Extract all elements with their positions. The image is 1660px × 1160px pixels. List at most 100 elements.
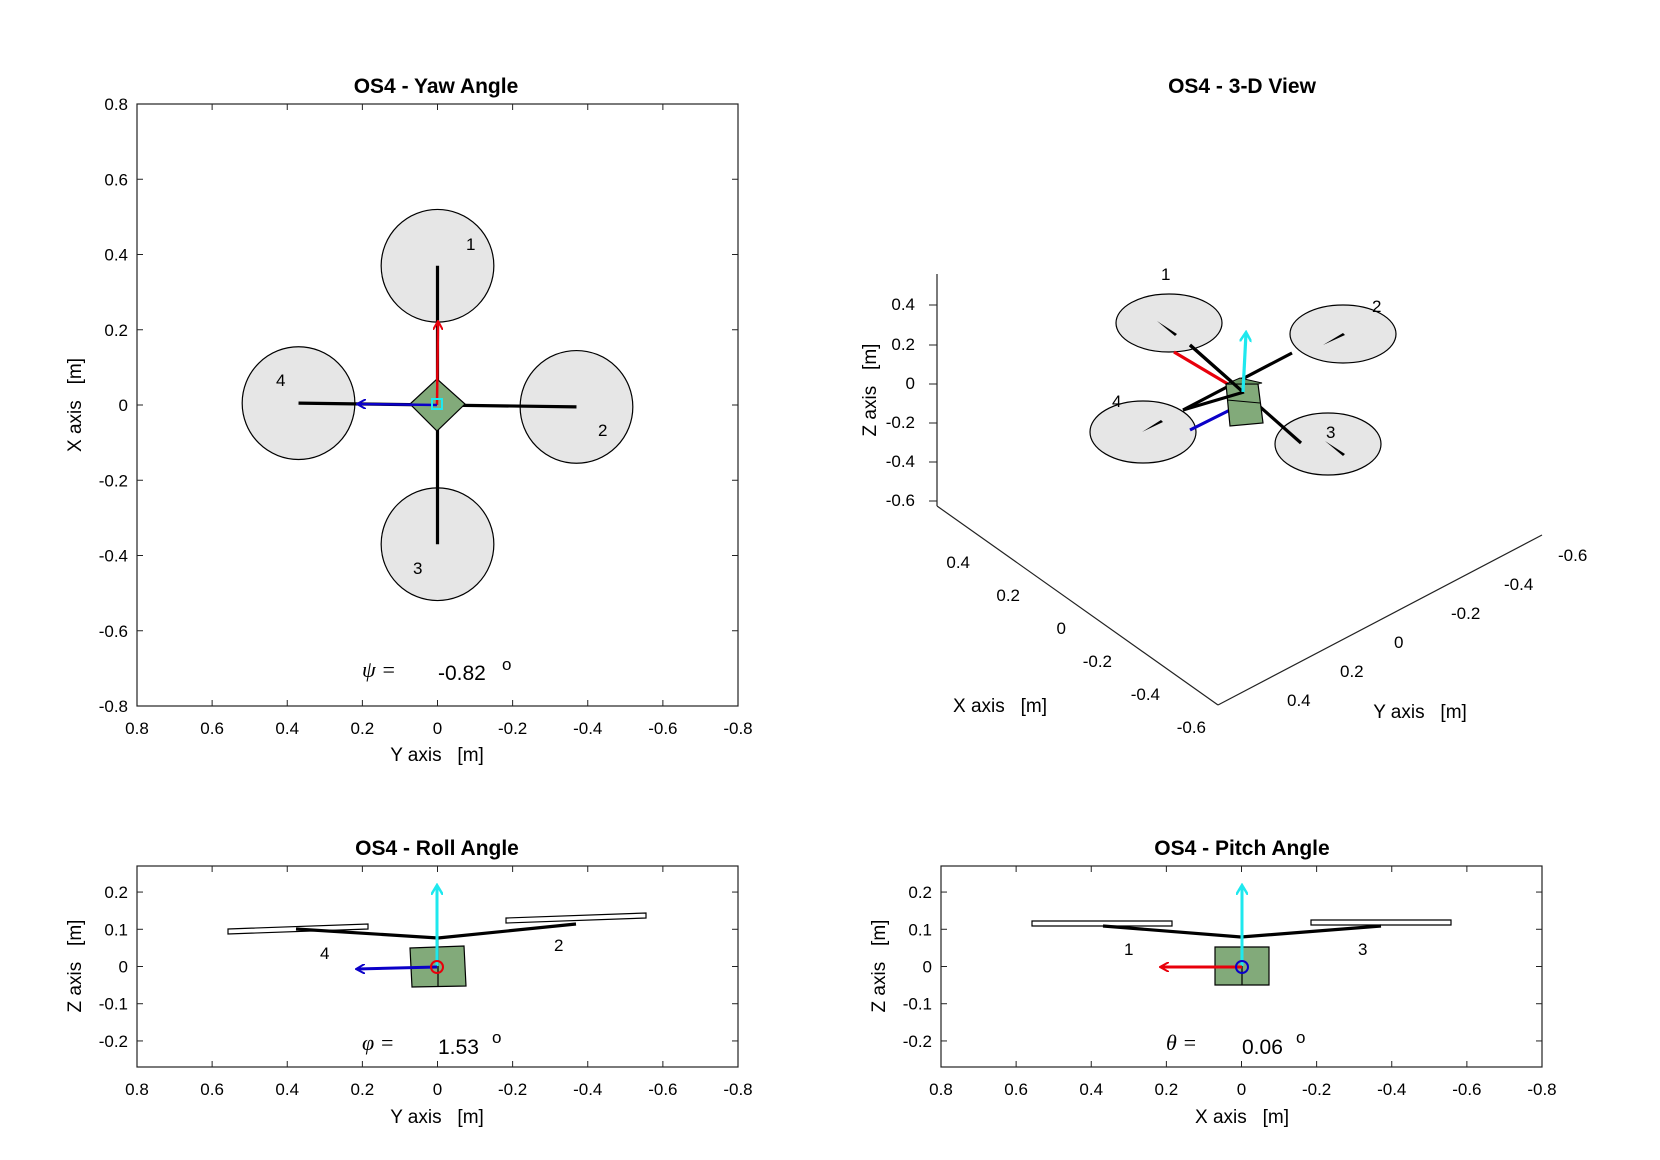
roll-y-tick-label: 0 xyxy=(119,958,128,977)
3d-plot-title: OS4 - 3-D View xyxy=(1168,75,1316,98)
roll-x-tick-label: 0.4 xyxy=(275,1080,299,1099)
3d-y-tick: 0.2 xyxy=(1340,662,1364,681)
pitch-y-axis-label: Z axis [m] xyxy=(869,920,890,1013)
pitch-x-tick-label: -0.8 xyxy=(1527,1080,1556,1099)
yaw-x-tick-label: 0 xyxy=(433,719,442,738)
pitch-y-tick-label: -0.1 xyxy=(903,995,932,1014)
yaw-angle-plot: OS4 - Yaw Angle 1 2 3 4 0.8 0.6 0.4 0.2 0 -0.… xyxy=(65,75,753,766)
3d-ticks: 0.4 0.2 0 -0.2 -0.4 -0.6 0.4 0.2 0 -0.2 … xyxy=(886,295,1588,737)
3d-rotor-label-3: 3 xyxy=(1326,423,1335,442)
yaw-y-tick-label: 0.2 xyxy=(104,321,128,340)
yaw-angle-symbol: ψ = xyxy=(362,657,396,682)
3d-rotor-disc xyxy=(1089,400,1197,464)
roll-y-tick-label: 0.1 xyxy=(104,920,128,939)
3d-x-axis-label: X axis [m] xyxy=(953,696,1047,717)
pitch-x-tick-label: 0.2 xyxy=(1155,1080,1179,1099)
3d-z-tick: -0.6 xyxy=(886,491,915,510)
pitch-angle-plot: OS4 - Pitch Angle 1 3 0.8 0.6 0.4 0.2 0 -0.2 -… xyxy=(869,837,1557,1128)
3d-x-tick: -0.2 xyxy=(1083,652,1112,671)
yaw-x-tick-label: -0.4 xyxy=(573,719,602,738)
yaw-x-tick-label: -0.8 xyxy=(723,719,752,738)
pitch-y-tick-label: 0.1 xyxy=(908,920,932,939)
yaw-rotor-label-3: 3 xyxy=(413,559,422,578)
roll-y-tick-label: -0.2 xyxy=(99,1032,128,1051)
3d-z-axis-label: Z axis [m] xyxy=(860,344,881,437)
pitch-angle-unit: o xyxy=(1296,1028,1305,1047)
pitch-y-tick-label: -0.2 xyxy=(903,1032,932,1051)
yaw-x-tick-label: -0.2 xyxy=(498,719,527,738)
3d-y-axis-line xyxy=(1217,534,1543,706)
yaw-x-axis-label: Y axis [m] xyxy=(390,745,484,766)
roll-x-tick-label: 0.8 xyxy=(125,1080,149,1099)
3d-z-tick: -0.2 xyxy=(886,413,915,432)
3d-x-tick: 0.2 xyxy=(996,586,1020,605)
3d-z-tick: -0.4 xyxy=(886,452,915,471)
pitch-x-tick-label: 0.8 xyxy=(929,1080,953,1099)
roll-x-tick-label: 0.2 xyxy=(351,1080,375,1099)
yaw-angle-value: -0.82 xyxy=(438,662,486,685)
yaw-rotor-label-1: 1 xyxy=(466,235,475,254)
yaw-x-axis-arrow xyxy=(437,322,438,406)
pitch-x-tick-label: -0.6 xyxy=(1452,1080,1481,1099)
3d-body-midline xyxy=(1226,399,1261,404)
pitch-y-tick-label: 0.2 xyxy=(908,883,932,902)
yaw-y-tick-label: -0.8 xyxy=(99,697,128,716)
roll-y-tick-label: 0.2 xyxy=(104,883,128,902)
3d-arm xyxy=(1188,343,1245,394)
yaw-ticks: 0.8 0.6 0.4 0.2 0 -0.2 -0.4 -0.6 -0.8 0.8 0.6 0.4 0.… xyxy=(99,95,753,738)
3d-y-tick: 0.4 xyxy=(1287,691,1311,710)
3d-rotor-disc xyxy=(1115,293,1223,353)
yaw-x-tick-label: -0.6 xyxy=(648,719,677,738)
3d-y-tick: -0.2 xyxy=(1451,604,1480,623)
roll-angle-symbol: φ = xyxy=(362,1030,395,1055)
3d-y-axis-label: Y axis [m] xyxy=(1373,702,1467,723)
roll-x-tick-label: -0.8 xyxy=(723,1080,752,1099)
3d-y-tick: -0.4 xyxy=(1504,575,1533,594)
roll-plot-title: OS4 - Roll Angle xyxy=(355,837,519,860)
3d-rotor-blade xyxy=(1323,333,1345,345)
roll-x-tick-label: -0.2 xyxy=(498,1080,527,1099)
pitch-rotor-label-3: 3 xyxy=(1358,940,1367,959)
yaw-angle-unit: o xyxy=(502,655,511,674)
yaw-y-tick-label: -0.4 xyxy=(99,547,128,566)
yaw-z-axis-marker xyxy=(431,398,443,410)
3d-rotor-label-4: 4 xyxy=(1112,392,1121,411)
pitch-ticks: 0.8 0.6 0.4 0.2 0 -0.2 -0.4 -0.6 -0.8 0.2 0.1 0 -0.1… xyxy=(903,866,1557,1099)
yaw-y-axis-label: X axis [m] xyxy=(65,358,86,452)
yaw-x-tick-label: 0.6 xyxy=(200,719,224,738)
3d-rotor-blade xyxy=(1157,321,1177,336)
roll-x-axis-marker xyxy=(430,960,444,974)
3d-rotor-label-2: 2 xyxy=(1372,297,1381,316)
roll-y-axis-arrow xyxy=(357,967,438,969)
yaw-plot-title: OS4 - Yaw Angle xyxy=(354,75,519,98)
yaw-y-tick-label: 0.4 xyxy=(104,246,128,265)
roll-ticks: 0.8 0.6 0.4 0.2 0 -0.2 -0.4 -0.6 -0.8 0.2 0.1 0 -0.1… xyxy=(99,866,753,1099)
pitch-angle-value: 0.06 xyxy=(1242,1036,1283,1059)
yaw-x-tick-label: 0.8 xyxy=(125,719,149,738)
roll-x-axis-label: Y axis [m] xyxy=(390,1107,484,1128)
yaw-y-tick-label: 0 xyxy=(119,396,128,415)
pitch-x-tick-label: 0.4 xyxy=(1079,1080,1103,1099)
3d-view-plot: OS4 - 3-D View 0.4 0.2 0 -0.2 -0.4 -0.6 … xyxy=(860,75,1587,737)
pitch-x-axis-label: X axis [m] xyxy=(1195,1107,1289,1128)
yaw-rotor-labels: 1 2 3 4 xyxy=(276,235,607,578)
pitch-x-tick-label: -0.2 xyxy=(1302,1080,1331,1099)
roll-y-axis-label: Z axis [m] xyxy=(65,920,86,1013)
pitch-x-tick-label: -0.4 xyxy=(1377,1080,1406,1099)
yaw-y-tick-label: 0.8 xyxy=(104,95,128,114)
pitch-y-tick-label: 0 xyxy=(923,958,932,977)
yaw-rotor-label-4: 4 xyxy=(276,371,285,390)
pitch-angle-symbol: θ = xyxy=(1166,1030,1197,1055)
roll-x-tick-label: 0 xyxy=(433,1080,442,1099)
yaw-y-axis-arrow xyxy=(358,404,438,405)
yaw-rotor-label-2: 2 xyxy=(598,421,607,440)
pitch-x-tick-label: 0.6 xyxy=(1004,1080,1028,1099)
roll-rotor-label-2: 2 xyxy=(554,936,563,955)
roll-rotor-disc xyxy=(505,912,647,924)
3d-rotor-blade xyxy=(1325,441,1345,456)
roll-angle-unit: o xyxy=(492,1028,501,1047)
3d-y-axis-arrow xyxy=(1189,408,1231,432)
pitch-rotor-label-1: 1 xyxy=(1124,940,1133,959)
3d-x-tick: -0.4 xyxy=(1131,685,1160,704)
